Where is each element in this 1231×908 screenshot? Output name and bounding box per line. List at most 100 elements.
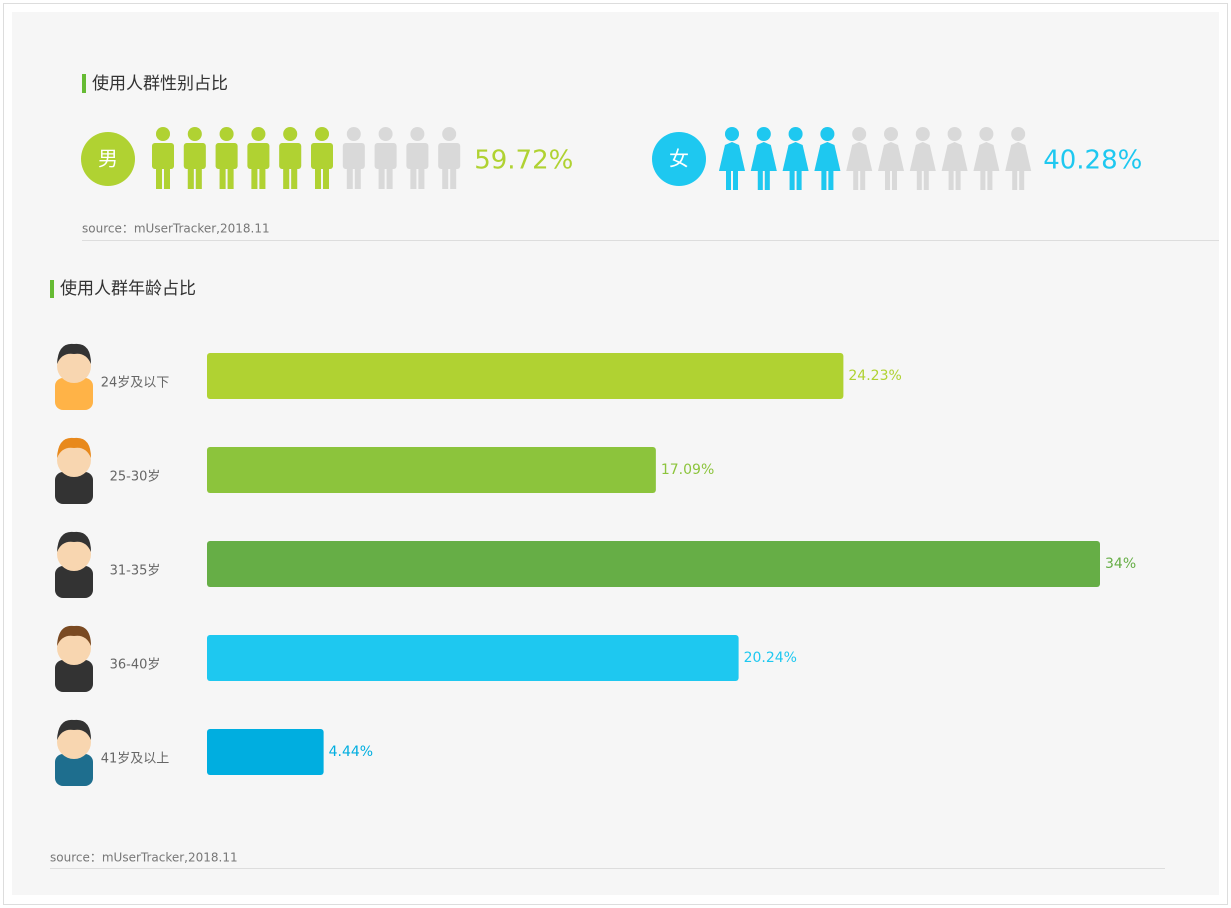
icon-leg	[916, 169, 922, 190]
icon-leg	[726, 169, 731, 190]
icon-head	[820, 127, 835, 141]
category-label: 41岁及以上	[101, 752, 170, 767]
icon-head	[315, 127, 329, 141]
avatar	[55, 343, 93, 410]
icon-leg	[1012, 169, 1018, 190]
icon-leg	[187, 167, 194, 189]
icon-leg	[323, 167, 329, 189]
icon-body	[406, 143, 429, 169]
icon-leg	[1019, 169, 1025, 190]
bar	[207, 447, 656, 493]
icon-leg	[764, 169, 770, 190]
icon-leg	[354, 167, 361, 189]
icon-leg	[796, 169, 802, 190]
avatar-body	[55, 472, 93, 504]
icon-leg	[853, 169, 859, 190]
source: source：mUserTracker,2018.11	[82, 222, 270, 236]
icon-leg	[156, 167, 162, 189]
icon-leg	[757, 169, 763, 190]
section-title: 使用人群性别占比	[92, 73, 228, 94]
avatar-face	[57, 443, 91, 477]
icon-leg	[291, 167, 298, 189]
icon-head	[852, 127, 867, 141]
avatar-body	[55, 566, 93, 598]
icon-head	[947, 127, 962, 141]
icon-leg	[227, 167, 234, 189]
icon-leg	[418, 167, 425, 189]
avatar-face	[57, 631, 91, 665]
icon-head	[346, 127, 361, 141]
section-title: 使用人群年龄占比	[60, 278, 196, 299]
icon-body	[215, 143, 238, 169]
icon-head	[251, 127, 266, 141]
legend-badge	[81, 132, 135, 186]
category-label: 25-30岁	[110, 470, 161, 485]
icon-body	[311, 143, 333, 169]
icon-head	[156, 127, 170, 141]
icon-leg	[315, 167, 321, 189]
icon-leg	[219, 167, 226, 189]
icon-leg	[821, 169, 827, 190]
icon-body	[183, 143, 206, 169]
icon-head	[442, 127, 457, 141]
icon-row-filled	[719, 127, 841, 190]
icon-body	[1005, 142, 1032, 171]
icon-row-filled	[152, 127, 333, 189]
icon-body	[279, 143, 302, 169]
icon-body	[374, 143, 397, 169]
icon-leg	[980, 169, 986, 190]
icon-head	[378, 127, 393, 141]
bar	[207, 635, 739, 681]
icon-leg	[450, 167, 457, 189]
value-label: 17.09%	[661, 462, 714, 478]
icon-head	[915, 127, 930, 141]
icon-body	[941, 142, 968, 171]
avatar	[55, 625, 93, 692]
avatar-face	[57, 349, 91, 383]
icon-head	[756, 127, 771, 141]
icon-body	[438, 143, 461, 169]
title-marker	[82, 74, 86, 93]
title-marker	[50, 280, 54, 298]
legend-label: 男	[98, 147, 118, 171]
icon-leg	[955, 169, 961, 190]
icon-leg	[378, 167, 385, 189]
icon-leg	[892, 169, 897, 190]
value-label: 20.24%	[744, 650, 797, 666]
bar	[207, 541, 1100, 587]
category-label: 31-35岁	[110, 564, 161, 579]
avatar-face	[57, 725, 91, 759]
icon-leg	[259, 167, 266, 189]
avatar-hair	[57, 531, 91, 552]
value-label: 34%	[1105, 556, 1136, 572]
icon-body	[342, 143, 365, 169]
avatar-body	[55, 754, 93, 786]
avatar-body	[55, 378, 93, 410]
value-label: 59.72%	[474, 146, 573, 176]
icon-head	[788, 127, 803, 141]
icon-body	[247, 143, 270, 169]
bar	[207, 729, 324, 775]
icon-head	[219, 127, 234, 141]
avatar	[55, 437, 93, 504]
icon-leg	[789, 169, 795, 190]
icon-leg	[885, 169, 890, 190]
icon-leg	[346, 167, 353, 189]
icon-body	[878, 142, 904, 171]
avatar-hair	[57, 343, 91, 364]
legend-badge	[652, 132, 706, 186]
avatar-hair	[57, 719, 91, 740]
icon-leg	[828, 169, 834, 190]
icon-body	[846, 142, 873, 171]
avatar-hair	[57, 437, 91, 458]
avatar-face	[57, 537, 91, 571]
legend-label: 女	[669, 147, 689, 171]
icon-leg	[386, 167, 393, 189]
avatar	[55, 531, 93, 598]
icon-leg	[164, 167, 170, 189]
icon-leg	[987, 169, 993, 190]
icon-body	[782, 142, 809, 171]
icon-head	[979, 127, 994, 141]
